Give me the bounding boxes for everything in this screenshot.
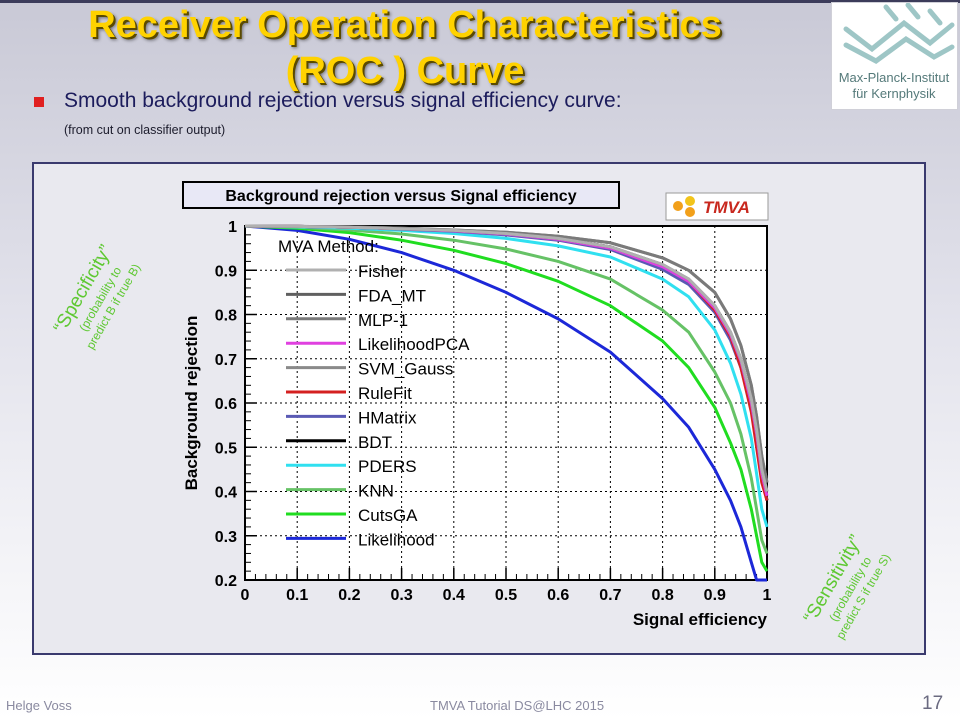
legend-label-rulefit: RuleFit [358, 384, 412, 403]
slide-title-line-2: (ROC ) Curve [285, 50, 525, 92]
specificity-annotation: “Specificity” (probability to predict B … [50, 241, 144, 351]
y-tick-label: 0.3 [215, 529, 237, 546]
footer-author: Helge Voss [6, 698, 72, 713]
logo-strokes [883, 2, 943, 26]
legend-label-bdt: BDT [358, 433, 392, 452]
roc-curve-cutsga [244, 224, 769, 572]
x-tick-label: 0.9 [704, 587, 726, 604]
y-tick-label: 0.7 [215, 352, 237, 369]
y-tick-label: 0.2 [215, 573, 237, 590]
logo-wave-1 [843, 19, 955, 53]
legend-label-hmatrix: HMatrix [358, 408, 417, 427]
x-tick-label: 0.5 [495, 587, 517, 604]
tmva-logo-dot-2 [685, 196, 695, 206]
legend: MVA Method: FisherFDA_MTMLP-1LikelihoodP… [278, 237, 470, 549]
y-axis-label: Background rejection [182, 316, 201, 491]
tmva-logo: TMVA [665, 192, 769, 221]
footer-event: TMVA Tutorial DS@LHC 2015 [430, 698, 605, 713]
x-axis-label: Signal efficiency [633, 610, 768, 629]
x-tick-label: 0.8 [651, 587, 673, 604]
x-tick-label: 0.1 [286, 587, 308, 604]
y-tick-label: 1 [228, 219, 237, 236]
legend-label-mlp-1: MLP-1 [358, 311, 408, 330]
top-border-line [0, 0, 960, 3]
institute-logo-graphic: Max-Planck-Institut für Kernphysik [839, 2, 955, 101]
tmva-logo-dot-1 [673, 201, 683, 211]
legend-label-likelihoodpca: LikelihoodPCA [358, 335, 470, 354]
sensitivity-annotation: “Sensitivity” (probability to predict S … [800, 531, 894, 641]
grid-layer [245, 226, 767, 580]
bullet-square [34, 97, 44, 107]
legend-label-knn: KNN [358, 482, 394, 501]
x-tick-label: 0.7 [599, 587, 621, 604]
x-tick-label: 1 [763, 587, 772, 604]
legend-title: MVA Method: [278, 237, 379, 256]
chart-title-box [182, 181, 620, 209]
legend-label-svm-gauss: SVM_Gauss [358, 360, 453, 379]
x-tick-label: 0 [241, 587, 250, 604]
slide-title: Receiver Operation Characteristics (ROC … [0, 2, 810, 94]
legend-label-cutsga: CutsGA [358, 506, 418, 525]
x-tick-label: 0.3 [390, 587, 412, 604]
roc-curve-likelihood [244, 224, 767, 582]
tick-layer: 0 0.1 0.2 0.3 0.4 0.5 0.6 0.7 0.8 0.9 1 0.2 0.3 0.4 0.… [215, 219, 772, 604]
tmva-logo-dot-3 [685, 207, 695, 217]
slide-title-line-1: Receiver Operation Characteristics [88, 4, 722, 46]
y-tick-label: 0.5 [215, 440, 237, 457]
legend-label-fda-mt: FDA_MT [358, 286, 426, 305]
x-tick-label: 0.2 [338, 587, 360, 604]
logo-text-line-2: für Kernphysik [852, 86, 936, 101]
y-tick-label: 0.6 [215, 396, 237, 413]
tmva-logo-text: TMVA [703, 198, 750, 217]
bullet-note: (from cut on classifier output) [64, 123, 226, 137]
chart-title: Background rejection versus Signal effic… [225, 188, 576, 205]
logo-text-line-1: Max-Planck-Institut [839, 70, 950, 85]
y-tick-label: 0.4 [215, 485, 237, 502]
y-tick-label: 0.8 [215, 308, 237, 325]
x-tick-label: 0.6 [547, 587, 569, 604]
y-tick-label: 0.9 [215, 263, 237, 280]
legend-label-fisher: Fisher [358, 262, 406, 281]
x-tick-label: 0.4 [443, 587, 465, 604]
bullet-text: Smooth background rejection versus signa… [64, 89, 622, 112]
logo-wave-2 [843, 35, 955, 64]
roc-curve-fisher [244, 224, 769, 492]
page-number: 17 [922, 693, 944, 714]
legend-label-likelihood: Likelihood [358, 530, 435, 549]
legend-label-pders: PDERS [358, 457, 417, 476]
tmva-logo-frame [665, 192, 769, 221]
roc-curve-knn [244, 224, 769, 555]
series-layer [244, 224, 769, 582]
institute-logo: Max-Planck-Institut für Kernphysik [831, 2, 958, 110]
